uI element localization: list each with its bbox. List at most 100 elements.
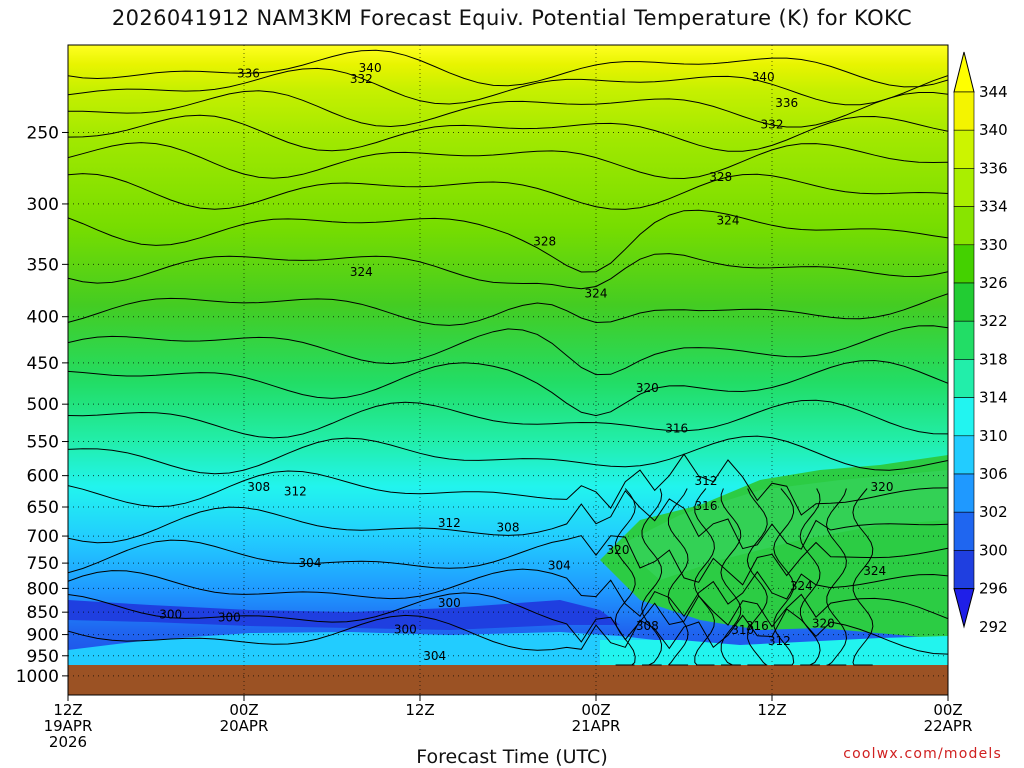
colorbar-segment-0 bbox=[953, 91, 975, 131]
contour-label-19: 316 bbox=[695, 499, 718, 513]
convective-contour-6 bbox=[773, 488, 795, 666]
y-tick-label-500: 500 bbox=[27, 395, 59, 415]
plot-area: 3403403363363323323283283243243243203163… bbox=[68, 45, 948, 695]
contour-line-8 bbox=[68, 293, 948, 326]
contour-line-9 bbox=[68, 325, 948, 376]
colorbar-label-300: 300 bbox=[979, 541, 1008, 559]
contour-label-0: 340 bbox=[359, 61, 382, 75]
contour-labels: 3403403363363323323283283243243243203163… bbox=[159, 61, 894, 663]
contour-line-18 bbox=[68, 608, 948, 655]
y-tick-label-350: 350 bbox=[27, 255, 59, 275]
colorbar: 344 340 336 334 330 326 322 318 314 310 306 302 300 2… bbox=[953, 51, 1008, 636]
colorbar-segment-11 bbox=[953, 511, 975, 551]
contour-label-2: 336 bbox=[237, 66, 260, 80]
x-tick-label-5-1: 22APR bbox=[924, 717, 973, 735]
low-level-deep-blue bbox=[68, 600, 620, 630]
convective-contour-8 bbox=[825, 488, 848, 666]
colorbar-label-314: 314 bbox=[979, 389, 1008, 407]
contour-label-25: 304 bbox=[299, 556, 322, 570]
colorbar-label-330: 330 bbox=[979, 236, 1008, 254]
contour-label-1: 340 bbox=[752, 70, 775, 84]
contour-line-4 bbox=[68, 142, 948, 180]
colorbar-label-322: 322 bbox=[979, 312, 1008, 330]
contour-line-2 bbox=[68, 90, 948, 128]
contour-line-5 bbox=[68, 173, 948, 210]
contour-label-3: 336 bbox=[775, 96, 798, 110]
contour-line-11 bbox=[68, 399, 948, 439]
contour-line-14 bbox=[68, 489, 948, 550]
contour-label-21: 320 bbox=[871, 480, 894, 494]
colorbar-label-340: 340 bbox=[979, 121, 1008, 139]
contour-label-11: 320 bbox=[636, 381, 659, 395]
colorbar-segment-4 bbox=[953, 244, 975, 284]
contour-line-17 bbox=[68, 592, 948, 643]
colorbar-segment-9 bbox=[953, 435, 975, 475]
contour-label-31: 300 bbox=[394, 622, 417, 636]
colorbar-label-296: 296 bbox=[979, 580, 1008, 598]
y-tick-label-450: 450 bbox=[27, 354, 59, 374]
colorbar-label-336: 336 bbox=[979, 159, 1008, 177]
contour-label-34: 312 bbox=[768, 634, 791, 648]
x-tick-label-5-0: 00Z bbox=[933, 701, 962, 719]
colorbar-label-326: 326 bbox=[979, 274, 1008, 292]
colorbar-segment-8 bbox=[953, 397, 975, 437]
y-axis: 250 300 350 400 450 500 550 600 650 700 750 800 850 9… bbox=[16, 123, 68, 687]
contour-label-6: 328 bbox=[533, 234, 556, 248]
y-tick-label-850: 850 bbox=[27, 603, 59, 623]
contour-label-33: 316 bbox=[746, 619, 769, 633]
contour-label-18: 308 bbox=[636, 619, 659, 633]
contour-line-1 bbox=[68, 67, 948, 106]
contour-label-8: 324 bbox=[350, 265, 373, 279]
colorbar-label-318: 318 bbox=[979, 350, 1008, 368]
contour-line-7 bbox=[68, 253, 948, 290]
colorbar-bottom-arrow bbox=[953, 588, 975, 629]
contour-label-16: 308 bbox=[247, 480, 270, 494]
contour-line-0 bbox=[68, 49, 948, 88]
contour-label-7: 328 bbox=[709, 170, 732, 184]
contour-label-5: 332 bbox=[761, 118, 784, 132]
x-tick-label-1-1: 20APR bbox=[220, 717, 269, 735]
credit-text: coolwx.com/models bbox=[843, 746, 1002, 762]
contour-label-27: 304 bbox=[423, 649, 446, 663]
colorbar-label-306: 306 bbox=[979, 465, 1008, 483]
y-tick-label-250: 250 bbox=[27, 123, 59, 143]
y-tick-label-1000: 1000 bbox=[16, 667, 59, 687]
y-tick-label-600: 600 bbox=[27, 467, 59, 487]
colorbar-label-292: 292 bbox=[979, 618, 1008, 636]
colorbar-segment-2 bbox=[953, 168, 975, 207]
y-tick-label-950: 950 bbox=[27, 647, 59, 667]
plot-frame bbox=[67, 44, 949, 696]
colorbar-segment-3 bbox=[953, 206, 975, 246]
contour-line-16 bbox=[68, 568, 948, 618]
x-axis-label: Forecast Time (UTC) bbox=[416, 746, 608, 768]
y-tick-label-300: 300 bbox=[27, 195, 59, 215]
ground bbox=[68, 665, 948, 695]
colorbar-segment-1 bbox=[953, 129, 975, 169]
contour-label-14: 312 bbox=[438, 516, 461, 530]
contour-label-17: 308 bbox=[497, 521, 520, 535]
y-tick-label-700: 700 bbox=[27, 527, 59, 547]
contour-label-26: 304 bbox=[548, 559, 571, 573]
colorbar-label-334: 334 bbox=[979, 198, 1008, 216]
colorbar-label-344: 344 bbox=[979, 83, 1008, 101]
contour-label-4: 332 bbox=[350, 72, 373, 86]
contour-line-15 bbox=[68, 535, 948, 586]
chart-title: 2026041912 NAM3KM Forecast Equiv. Potent… bbox=[111, 6, 913, 30]
colorbar-segment-5 bbox=[953, 282, 975, 322]
contour-label-15: 312 bbox=[695, 474, 718, 488]
contour-lines bbox=[68, 49, 948, 666]
x-tick-label-0-1: 19APR bbox=[44, 717, 93, 735]
convective-contour-1 bbox=[641, 488, 663, 666]
colorbar-segment-12 bbox=[953, 550, 975, 589]
colorbar-label-310: 310 bbox=[979, 427, 1008, 445]
y-tick-label-750: 750 bbox=[27, 554, 59, 574]
colorbar-segment-6 bbox=[953, 320, 975, 360]
colorbar-top-arrow bbox=[953, 51, 975, 93]
y-tick-label-650: 650 bbox=[27, 498, 59, 518]
x-tick-label-0-0: 12Z bbox=[53, 701, 82, 719]
convective-contour-4 bbox=[720, 488, 742, 666]
y-tick-label-800: 800 bbox=[27, 579, 59, 599]
y-tick-label-900: 900 bbox=[27, 626, 59, 646]
x-tick-label-4-0: 12Z bbox=[757, 701, 786, 719]
